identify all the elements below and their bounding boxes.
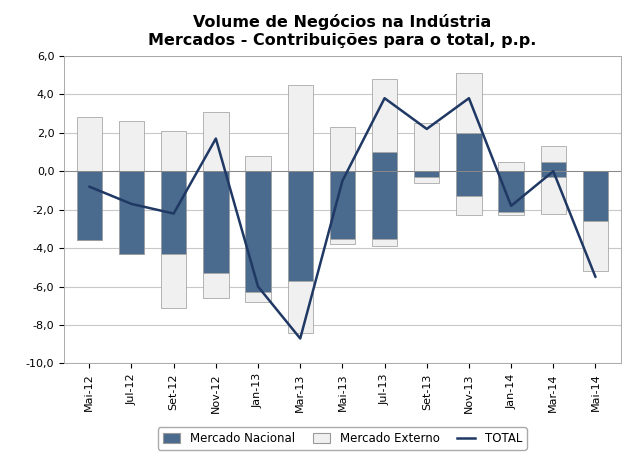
Title: Volume de Negócios na Indústria
Mercados - Contribuições para o total, p.p.: Volume de Negócios na Indústria Mercados… [148, 14, 536, 48]
Bar [372, 239, 397, 246]
Bar [456, 133, 481, 171]
Bar [583, 221, 608, 271]
Bar [456, 171, 481, 196]
Bar [119, 171, 144, 254]
Bar [499, 212, 524, 215]
Bar [161, 131, 186, 171]
Bar [119, 121, 144, 171]
Bar [245, 292, 271, 302]
Bar [583, 171, 608, 221]
Bar [456, 196, 481, 215]
Bar [204, 171, 228, 273]
Bar [456, 73, 481, 133]
Bar [330, 127, 355, 171]
Bar [77, 117, 102, 171]
Bar [414, 123, 440, 171]
Bar [499, 162, 524, 171]
Bar [372, 171, 397, 239]
Bar [499, 171, 524, 212]
Bar [245, 156, 271, 171]
Bar [287, 281, 313, 333]
Bar [287, 85, 313, 171]
Bar [330, 171, 355, 239]
Bar [287, 171, 313, 281]
Bar [161, 254, 186, 308]
Bar [161, 171, 186, 254]
Bar [330, 239, 355, 244]
Legend: Mercado Nacional, Mercado Externo, TOTAL: Mercado Nacional, Mercado Externo, TOTAL [158, 427, 527, 450]
Bar [541, 171, 566, 177]
Bar [414, 177, 440, 183]
Bar [541, 177, 566, 213]
Bar [245, 171, 271, 292]
Bar [372, 152, 397, 171]
Bar [204, 112, 228, 171]
Bar [77, 171, 102, 240]
Bar [414, 171, 440, 177]
Bar [372, 79, 397, 152]
Bar [541, 146, 566, 162]
Bar [541, 162, 566, 171]
Bar [204, 273, 228, 298]
